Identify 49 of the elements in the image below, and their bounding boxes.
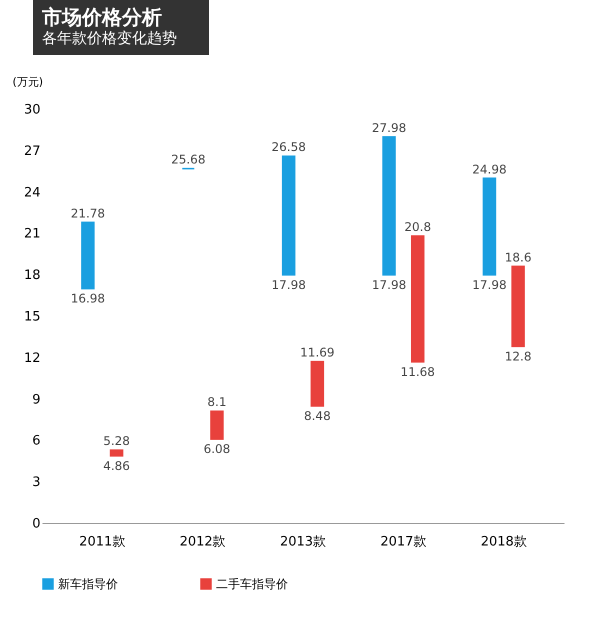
y-tick-label: 18 [24, 268, 40, 284]
y-tick-label: 15 [24, 310, 40, 324]
annotation: 8.1 [207, 395, 227, 410]
bar [210, 410, 224, 440]
annotation: 4.86 [103, 458, 130, 473]
annotation: 20.8 [404, 220, 432, 234]
annotation: 11.69 [300, 346, 335, 360]
x-tick-label: 2018款 [480, 534, 527, 550]
chart-subtitle: 各年款价格变化趋势 [42, 29, 177, 47]
legend-label: 二手车指导价 [216, 577, 288, 591]
y-tick-label: 24 [24, 185, 40, 200]
y-tick-label: 21 [24, 226, 40, 242]
annotation: 26.58 [271, 140, 306, 154]
x-tick-label: 2011款 [79, 534, 126, 550]
annotation: 21.78 [70, 206, 106, 220]
x-tick-label: 2017款 [380, 534, 426, 550]
bar [110, 449, 124, 457]
y-tick-label: 30 [24, 102, 40, 118]
annotation: 17.98 [271, 278, 306, 292]
x-tick-label: 2012款 [180, 534, 226, 550]
annotation: 6.08 [204, 442, 230, 456]
y-tick-label: 9 [32, 392, 40, 408]
legend-label: 新车指导价 [58, 577, 118, 591]
annotation: 16.98 [70, 292, 106, 306]
y-tick-label: 6 [32, 434, 40, 449]
bar [511, 266, 525, 348]
bar [81, 222, 95, 290]
bar [310, 360, 324, 407]
annotation: 11.68 [400, 364, 435, 379]
bar [410, 235, 424, 363]
bar [482, 178, 496, 276]
annotation: 27.98 [372, 120, 406, 135]
y-tick-label: 0 [32, 516, 40, 532]
annotation: 12.8 [504, 349, 532, 364]
bar [282, 155, 296, 276]
y-tick-label: 12 [24, 350, 40, 366]
y-tick-label: 3 [32, 475, 40, 490]
annotation: 5.28 [103, 434, 130, 448]
annotation: 17.98 [372, 278, 406, 292]
y-axis-title: (万元) [12, 76, 44, 88]
chart-title: 市场价格分析 [41, 5, 162, 29]
y-tick-label: 27 [24, 144, 40, 159]
bar [382, 136, 396, 276]
x-tick-label: 2013款 [280, 534, 326, 550]
annotation: 8.48 [304, 408, 331, 423]
annotation: 18.6 [504, 250, 532, 264]
annotation: 24.98 [472, 162, 507, 176]
annotation: 17.98 [472, 278, 507, 292]
annotation: 25.68 [171, 152, 206, 167]
